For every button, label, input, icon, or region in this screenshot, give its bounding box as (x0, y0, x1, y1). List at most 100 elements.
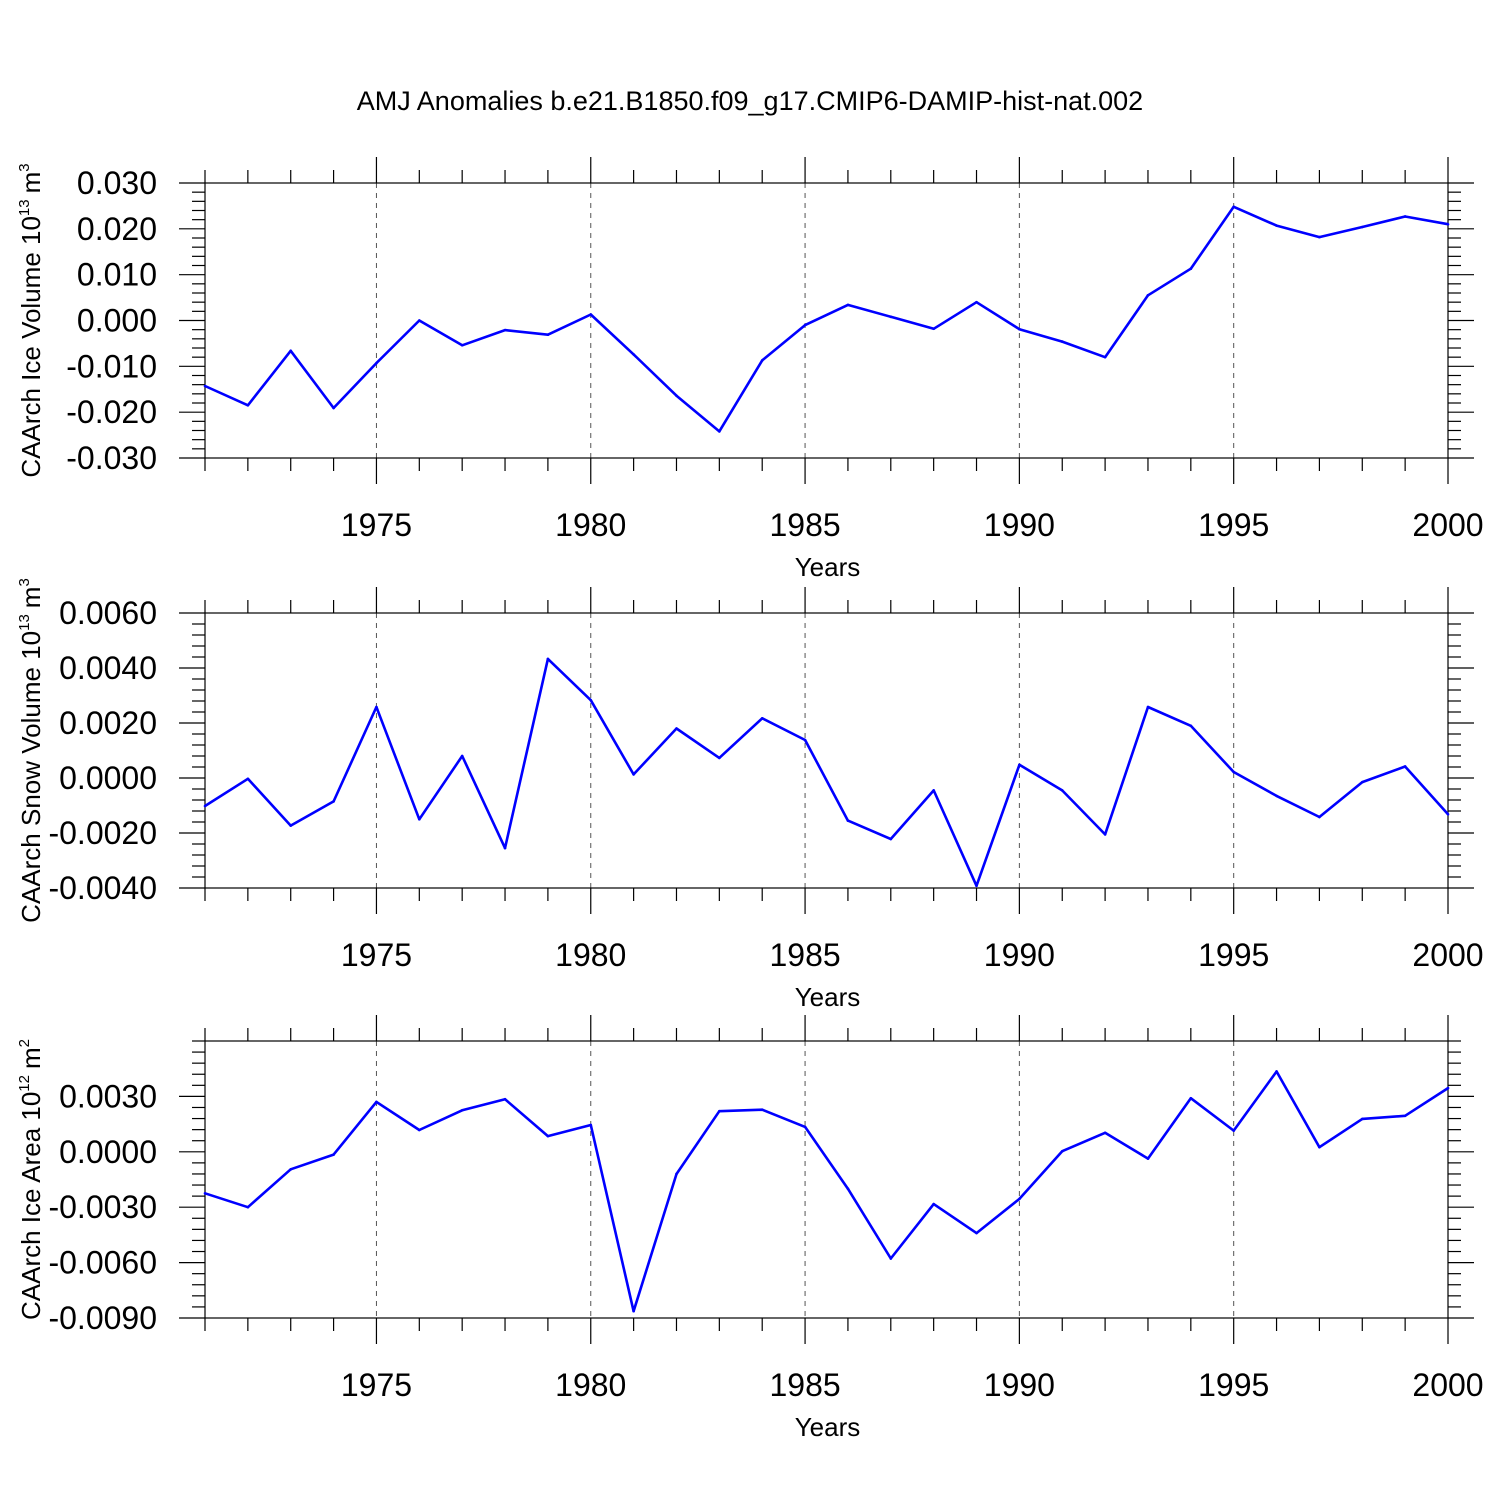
data-point (589, 313, 593, 316)
y-axis-title-exponent: 12 (16, 1075, 33, 1092)
data-point (1018, 763, 1021, 767)
data-point (1275, 224, 1278, 227)
x-tick-label: 1985 (769, 507, 840, 543)
data-point (1103, 833, 1107, 836)
data-point (718, 756, 721, 760)
data-point (1275, 794, 1278, 798)
y-axis-title-unit: m (16, 587, 46, 609)
y-tick-label: -0.020 (66, 394, 157, 430)
data-point (760, 359, 764, 362)
y-axis-title: CAArch Ice Area 1012 m2 (16, 1039, 46, 1320)
x-tick-label: 1980 (555, 937, 626, 973)
x-tick-label: 1985 (769, 1367, 840, 1403)
data-point (1060, 789, 1064, 792)
data-point (846, 303, 850, 307)
data-point (975, 884, 978, 888)
data-point (589, 1123, 593, 1127)
data-point (675, 394, 678, 397)
y-axis-title-exponent: 13 (16, 199, 33, 216)
x-tick-label: 1995 (1198, 1367, 1269, 1403)
data-point (1146, 293, 1150, 297)
data-point (889, 315, 893, 319)
data-point (289, 349, 293, 353)
data-point (1403, 765, 1407, 768)
y-axis-title-unit: m (16, 1047, 46, 1069)
data-point (246, 777, 250, 781)
x-tick-label: 1975 (341, 507, 412, 543)
data-point (1189, 1096, 1193, 1100)
y-tick-label: 0.030 (77, 165, 157, 201)
panel-1: 1975 1980 1985 1990 1995 2000 -0.030 -0.020 -0.0… (16, 157, 1484, 582)
data-point (1232, 770, 1235, 774)
data-point (1232, 1129, 1235, 1132)
y-tick-label: -0.0030 (48, 1189, 157, 1225)
data-point (1146, 705, 1150, 709)
data-point (632, 353, 635, 356)
series-line (204, 205, 1449, 433)
data-point (932, 1202, 935, 1206)
data-point (289, 824, 293, 827)
x-tick-label: 1985 (769, 937, 840, 973)
y-axis-title: CAArch Snow Volume 1013 m3 (16, 578, 46, 923)
data-point (718, 1109, 721, 1113)
data-point (1318, 815, 1321, 819)
series-line (204, 657, 1449, 888)
data-point (332, 800, 335, 803)
x-tick-label: 2000 (1412, 507, 1483, 543)
data-point (546, 333, 550, 337)
y-tick-label: -0.010 (66, 348, 157, 384)
x-tick-label: 1995 (1198, 937, 1269, 973)
y-tick-label: -0.0040 (48, 870, 157, 906)
y-tick-label: 0.0000 (59, 1134, 157, 1170)
x-tick-label: 1975 (341, 937, 412, 973)
data-point (418, 319, 421, 322)
panels: 1975 1980 1985 1990 1995 2000 -0.030 -0.020 -0.0… (16, 157, 1484, 1442)
data-point (1232, 205, 1235, 209)
data-point (975, 300, 978, 304)
series-line (204, 1070, 1449, 1313)
data-point (889, 837, 893, 841)
x-axis-title: Years (795, 1412, 861, 1442)
data-point (1018, 327, 1021, 331)
x-tick-label: 1990 (984, 507, 1055, 543)
x-tick-label: 1975 (341, 1367, 412, 1403)
x-tick-label: 1990 (984, 1367, 1055, 1403)
data-point (332, 406, 335, 410)
figure-title: AMJ Anomalies b.e21.B1850.f09_g17.CMIP6-… (357, 86, 1143, 116)
panel-3: 1975 1980 1985 1990 1995 2000 -0.0090 -0.0060 -0… (16, 1015, 1484, 1442)
data-point (1446, 1086, 1450, 1090)
data-point (289, 1168, 293, 1171)
x-tick-label: 2000 (1412, 1367, 1483, 1403)
data-point (503, 846, 507, 850)
x-axis-title: Years (795, 982, 861, 1012)
data-point (460, 1108, 464, 1112)
data-point (846, 1187, 850, 1191)
y-tick-label: 0.010 (77, 257, 157, 293)
data-point (1189, 724, 1193, 728)
y-tick-label: -0.030 (66, 440, 157, 476)
y-axis-title-unit-exponent: 2 (16, 1039, 33, 1047)
y-tick-label: 0.0060 (59, 595, 157, 631)
data-point (546, 1134, 550, 1138)
data-point (760, 1108, 764, 1111)
data-point (203, 384, 207, 388)
y-tick-label: -0.0020 (48, 815, 157, 851)
data-point (803, 738, 807, 742)
y-tick-label: -0.0060 (48, 1245, 157, 1281)
y-axis-title: CAArch Ice Volume 1013 m3 (16, 163, 46, 477)
data-point (246, 1205, 250, 1209)
data-point (1275, 1070, 1278, 1073)
data-point (1060, 1149, 1064, 1153)
y-tick-label: 0.0030 (59, 1078, 157, 1114)
data-point (1189, 267, 1193, 271)
data-point (975, 1231, 978, 1235)
y-axis-title-unit-exponent: 3 (16, 163, 33, 171)
data-point (1360, 225, 1364, 229)
y-tick-label: 0.0000 (59, 760, 157, 796)
data-point (332, 1153, 335, 1156)
data-point (589, 698, 593, 702)
data-point (418, 1128, 421, 1132)
data-point (1146, 1157, 1150, 1160)
x-axis-title: Years (795, 552, 861, 582)
